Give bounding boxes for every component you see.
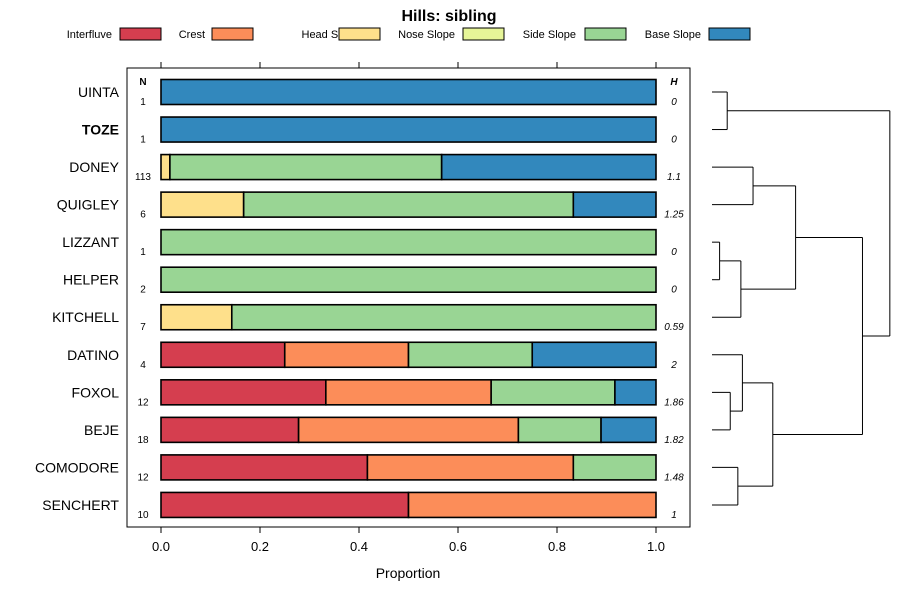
chart-title: Hills: sibling xyxy=(401,8,496,25)
bar-segment-side-slope xyxy=(572,454,657,481)
x-tick-label: 0.8 xyxy=(548,539,566,554)
n-value: 1 xyxy=(140,247,146,258)
category-label: KITCHELL xyxy=(52,309,119,325)
n-value: 6 xyxy=(140,210,146,221)
category-label: QUIGLEY xyxy=(57,197,120,213)
legend-label: Nose Slope xyxy=(398,29,455,41)
n-value: 12 xyxy=(137,397,149,408)
bar-segment-side-slope xyxy=(490,379,616,406)
x-tick-label: 0.6 xyxy=(449,539,467,554)
bar-segment-side-slope xyxy=(169,153,443,181)
bar-segment-side-slope xyxy=(160,266,657,294)
bar-segment-base-slope xyxy=(614,379,657,406)
h-value: 1.86 xyxy=(664,397,684,408)
bar-segment-head-slope xyxy=(160,153,171,181)
category-label: UINTA xyxy=(78,84,120,100)
category-label: SENCHERT xyxy=(42,497,119,513)
bar-segment-crest xyxy=(325,379,492,406)
bar-segment-crest xyxy=(283,341,410,369)
legend-swatch xyxy=(119,27,162,41)
x-tick-label: 1.0 xyxy=(647,539,665,554)
h-value: 1.1 xyxy=(667,172,681,183)
legend-swatch xyxy=(338,27,381,41)
n-value: 113 xyxy=(135,172,151,183)
bar-segment-base-slope xyxy=(531,341,657,369)
n-value: 1 xyxy=(140,135,146,146)
bar-segment-interfluve xyxy=(160,416,300,444)
h-value: 0 xyxy=(671,285,677,296)
h-value: 1.48 xyxy=(664,472,684,483)
bar-segment-interfluve xyxy=(160,379,327,406)
legend-label: Base Slope xyxy=(645,29,701,41)
h-value: 1.25 xyxy=(664,210,684,221)
legend-swatch xyxy=(462,27,505,41)
bar-segment-interfluve xyxy=(160,491,410,519)
legend-label: Interfluve xyxy=(67,29,112,41)
category-label: DONEY xyxy=(69,159,119,175)
bar-segment-side-slope xyxy=(242,191,575,218)
bar-segment-base-slope xyxy=(440,153,657,181)
h-value: 2 xyxy=(670,360,677,371)
category-label: COMODORE xyxy=(35,459,119,475)
h-value: 1.82 xyxy=(664,435,684,446)
bar-segment-side-slope xyxy=(230,303,657,331)
category-label: BEJE xyxy=(84,422,119,438)
n-value: 12 xyxy=(137,472,149,483)
category-label: FOXOL xyxy=(72,384,120,400)
n-column-header: N xyxy=(139,77,146,88)
legend-label: Side Slope xyxy=(523,29,576,41)
bar-segment-head-slope xyxy=(160,303,233,331)
n-value: 18 xyxy=(137,435,149,446)
bar-segment-crest xyxy=(297,416,520,444)
legend: Interfluve Crest Head Slope Nose Slope Side … xyxy=(67,27,751,41)
bar-segment-side-slope xyxy=(407,341,534,369)
bar-segment-base-slope xyxy=(160,116,657,143)
bar-segment-base-slope xyxy=(600,416,657,444)
bar-segment-side-slope xyxy=(517,416,602,444)
bar-segment-crest xyxy=(366,454,575,481)
h-value: 0 xyxy=(671,97,677,108)
dendrogram xyxy=(712,91,891,506)
legend-swatch xyxy=(708,27,751,41)
category-label: HELPER xyxy=(63,272,119,288)
legend-label: Crest xyxy=(179,29,205,41)
bar-segment-interfluve xyxy=(160,341,286,369)
h-value: 1 xyxy=(671,510,677,521)
bar-segment-base-slope xyxy=(160,78,657,106)
h-value: 0 xyxy=(671,135,677,146)
h-value: 0.59 xyxy=(664,322,684,333)
n-value: 2 xyxy=(140,285,146,296)
n-value: 4 xyxy=(140,360,146,371)
x-tick-label: 0.0 xyxy=(152,539,170,554)
x-axis-title: Proportion xyxy=(376,565,441,581)
n-value: 1 xyxy=(140,97,146,108)
category-label: DATINO xyxy=(67,347,119,363)
n-value: 7 xyxy=(140,322,146,333)
bar-segment-side-slope xyxy=(160,228,657,256)
n-value: 10 xyxy=(137,510,149,521)
legend-swatch xyxy=(211,27,254,41)
x-tick-label: 0.4 xyxy=(350,539,368,554)
bar-segment-head-slope xyxy=(160,191,245,218)
bar-segment-base-slope xyxy=(572,191,657,218)
category-label: TOZE xyxy=(82,122,119,138)
legend-swatch xyxy=(584,27,627,41)
plot-frame xyxy=(126,67,691,528)
x-tick-label: 0.2 xyxy=(251,539,269,554)
h-column-header: H xyxy=(670,77,678,88)
h-value: 0 xyxy=(671,247,677,258)
bar-segment-interfluve xyxy=(160,454,369,481)
category-label: LIZZANT xyxy=(62,234,119,250)
bar-segment-crest xyxy=(407,491,657,519)
